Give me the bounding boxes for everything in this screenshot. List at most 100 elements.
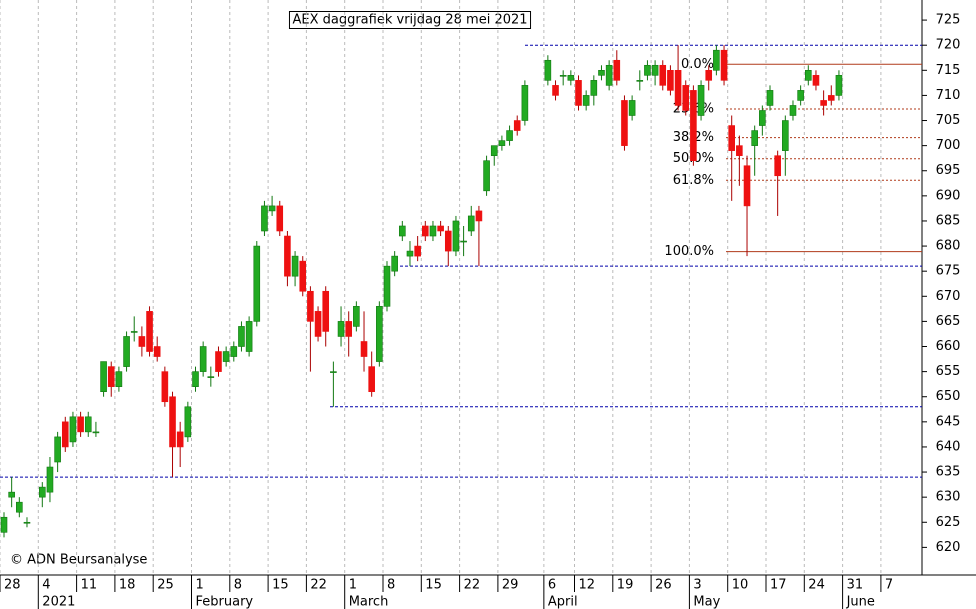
- candle-body: [582, 95, 590, 106]
- candle-body: [835, 75, 843, 96]
- candle-body: [460, 240, 467, 243]
- candle-body: [766, 90, 774, 106]
- candle-body: [498, 140, 506, 146]
- y-tick-label: 620: [936, 540, 961, 555]
- y-tick-label: 635: [936, 465, 961, 480]
- month-label: 2021: [42, 595, 75, 609]
- candle-body: [54, 436, 61, 463]
- candle-body: [774, 155, 781, 177]
- candle-body: [123, 336, 130, 367]
- candle-body: [789, 105, 797, 116]
- candle-body: [8, 491, 15, 498]
- candle-body: [720, 49, 728, 81]
- candle-body: [146, 311, 153, 352]
- candle-body: [513, 120, 521, 131]
- candle-body: [628, 100, 636, 116]
- candle-body: [605, 64, 613, 86]
- candle-body: [490, 145, 498, 156]
- x-tick-label: 1: [349, 578, 357, 593]
- fib-label: 61.8%: [673, 173, 714, 188]
- y-tick-label: 660: [936, 339, 961, 354]
- candle-body: [736, 145, 743, 156]
- candle-body: [368, 366, 375, 393]
- candle-body: [782, 120, 789, 151]
- candle-body: [521, 85, 529, 121]
- candle-body: [751, 130, 758, 146]
- candle-body: [0, 516, 8, 533]
- candle-body: [506, 130, 513, 141]
- candle-body: [759, 110, 766, 126]
- candle-body: [238, 326, 245, 347]
- candle-body: [705, 70, 713, 81]
- candle-body: [268, 205, 276, 212]
- candle-body: [215, 351, 222, 372]
- fib-label: 100.0%: [664, 244, 714, 259]
- x-tick-label: 6: [548, 578, 556, 593]
- candle-body: [414, 245, 421, 257]
- candle-body: [667, 70, 674, 91]
- candle-body: [406, 250, 414, 257]
- candle-body: [291, 255, 299, 277]
- candle-body: [353, 306, 360, 327]
- candle-body: [360, 341, 368, 357]
- month-label: March: [349, 595, 389, 609]
- copyright: © ADN Beursanalyse: [10, 553, 147, 568]
- candle-body: [690, 90, 697, 161]
- candle-body: [804, 70, 812, 81]
- candle-body: [598, 70, 605, 76]
- x-tick-label: 18: [119, 578, 136, 593]
- candle-body: [92, 431, 100, 434]
- y-tick-label: 640: [936, 439, 961, 454]
- y-tick-label: 675: [936, 264, 961, 279]
- y-tick-label: 650: [936, 389, 961, 404]
- candle-body: [207, 376, 215, 378]
- candle-body: [61, 421, 69, 448]
- candle-body: [299, 260, 307, 292]
- month-label: May: [693, 595, 720, 609]
- candle-body: [345, 321, 353, 337]
- x-tick-label: 29: [502, 578, 519, 593]
- candle-body: [444, 230, 452, 252]
- month-label: February: [196, 595, 254, 609]
- candle-body: [314, 311, 322, 337]
- month-label: June: [846, 595, 875, 609]
- candle-body: [115, 371, 123, 387]
- candle-body: [337, 321, 345, 337]
- x-tick-label: 22: [464, 578, 481, 593]
- x-tick-label: 8: [234, 578, 242, 593]
- y-tick-label: 670: [936, 289, 961, 304]
- candle-body: [176, 431, 184, 448]
- candle-body: [184, 406, 192, 438]
- candle-body: [169, 396, 176, 448]
- candle-body: [437, 225, 444, 232]
- month-label: April: [548, 595, 578, 609]
- candle-body: [153, 346, 161, 357]
- candle-body: [613, 59, 621, 81]
- x-tick-label: 12: [579, 578, 596, 593]
- x-tick-label: 19: [617, 578, 634, 593]
- x-tick-label: 24: [808, 578, 825, 593]
- candle-body: [621, 100, 628, 146]
- candle-body: [544, 59, 552, 81]
- candle-body: [284, 235, 291, 277]
- candle-body: [827, 95, 835, 101]
- x-tick-label: 25: [157, 578, 174, 593]
- x-tick-label: 22: [310, 578, 327, 593]
- candle-body: [644, 64, 651, 76]
- x-tick-label: 4: [42, 578, 50, 593]
- candle-body: [245, 321, 253, 352]
- candle-body: [383, 265, 391, 307]
- candle-body: [84, 416, 92, 433]
- candle-body: [376, 306, 383, 362]
- x-tick-label: 11: [81, 578, 98, 593]
- y-tick-label: 625: [936, 515, 961, 530]
- x-tick-label: 31: [847, 578, 864, 593]
- x-tick-label: 28: [4, 578, 21, 593]
- y-tick-label: 665: [936, 314, 961, 329]
- candle-body: [797, 90, 804, 101]
- y-tick-label: 720: [936, 38, 961, 53]
- candle-body: [107, 366, 115, 387]
- candle-body: [659, 64, 667, 86]
- x-tick-label: 7: [885, 578, 893, 593]
